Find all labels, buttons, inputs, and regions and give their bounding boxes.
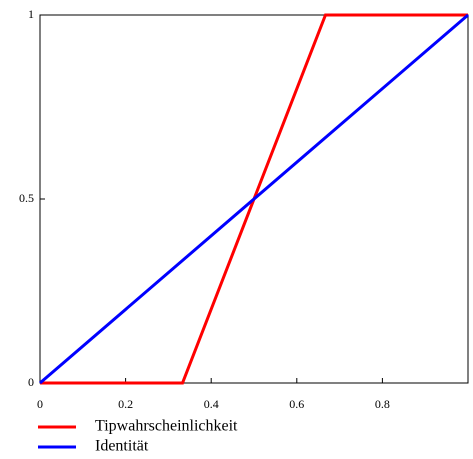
x-tick-label: 0.8	[375, 397, 390, 411]
x-tick-label: 0.4	[204, 397, 219, 411]
legend-label: Tipwahrscheinlichkeit	[95, 418, 238, 435]
x-tick-label: 0	[37, 397, 43, 411]
y-tick-label: 0.5	[19, 191, 34, 205]
x-tick-label: 0.6	[289, 397, 304, 411]
line-series	[39, 13, 469, 385]
legend-label: Identität	[95, 438, 149, 455]
y-tick-label: 0	[28, 375, 34, 389]
y-tick-label: 1	[28, 7, 34, 21]
x-tick-label: 0.2	[118, 397, 133, 411]
